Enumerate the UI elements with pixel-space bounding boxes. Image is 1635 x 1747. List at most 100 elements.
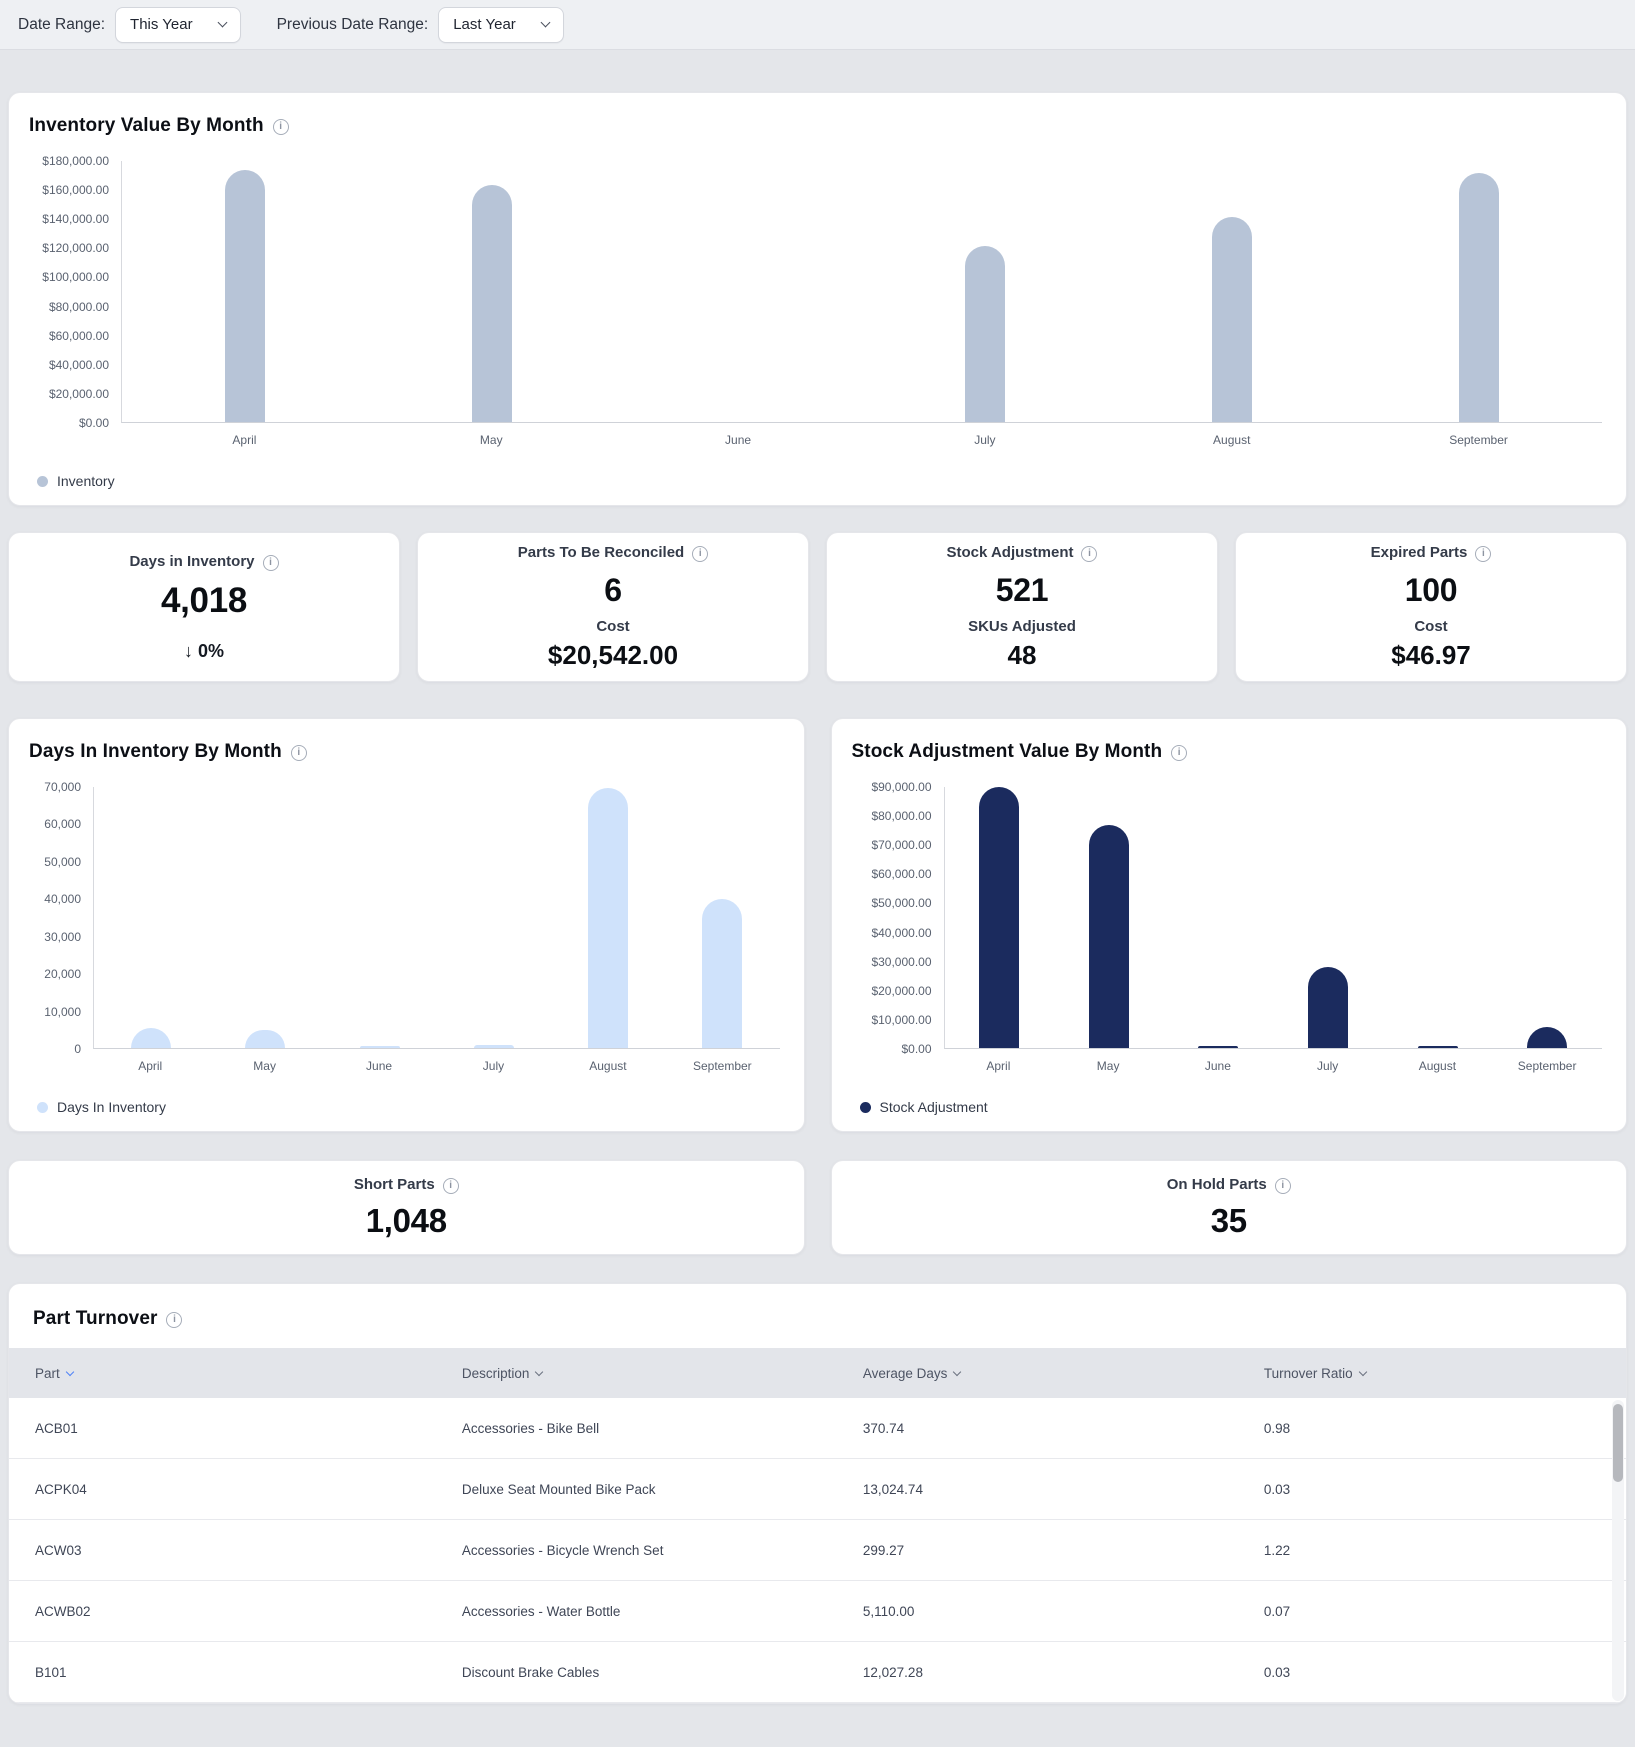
bar-april bbox=[225, 170, 266, 422]
bar-june bbox=[359, 1046, 400, 1048]
previous-date-range-select[interactable]: Last Year bbox=[438, 6, 564, 43]
kpi-label: On Hold Parts bbox=[1166, 1176, 1267, 1193]
bar-august bbox=[588, 787, 629, 1048]
chart-title: Days In Inventory By Month bbox=[29, 741, 282, 762]
x-label: April bbox=[232, 433, 257, 447]
info-icon[interactable] bbox=[1081, 545, 1098, 562]
y-tick-label: $10,000.00 bbox=[871, 1012, 932, 1027]
x-label: July bbox=[1316, 1059, 1339, 1073]
bar-july bbox=[1308, 966, 1349, 1048]
table-cell: B101 bbox=[35, 1664, 67, 1680]
info-icon[interactable] bbox=[290, 745, 307, 761]
table-scrollbar-thumb[interactable] bbox=[1613, 1404, 1623, 1482]
x-label: July bbox=[482, 1059, 505, 1073]
info-icon[interactable] bbox=[1274, 1177, 1291, 1194]
table-cell: 0.98 bbox=[1263, 1420, 1291, 1436]
chart-legend: Days In Inventory bbox=[29, 1099, 780, 1115]
kpi-value: 6 bbox=[604, 571, 622, 608]
x-label: August bbox=[589, 1059, 627, 1073]
bar-april bbox=[979, 787, 1020, 1048]
x-label: September bbox=[1517, 1059, 1577, 1073]
column-header-description[interactable]: Description bbox=[436, 1366, 837, 1381]
table-header-row: Part Description Average Days Turnover R… bbox=[9, 1348, 1626, 1398]
date-range-select[interactable]: This Year bbox=[115, 6, 241, 43]
inventory-value-chart-card: Inventory Value By Month $180,000.00 $160… bbox=[8, 92, 1627, 506]
y-tick-label: $80,000.00 bbox=[48, 299, 109, 314]
chevron-down-icon bbox=[540, 17, 551, 28]
table-title: Part Turnover bbox=[33, 1308, 158, 1329]
table-cell: Accessories - Bike Bell bbox=[461, 1420, 600, 1436]
x-label: August bbox=[1418, 1059, 1457, 1073]
kpi-delta: ↓ 0% bbox=[183, 640, 225, 661]
y-tick-label: 40,000 bbox=[44, 892, 81, 907]
part-turnover-table-body: ACB01 Accessories - Bike Bell 370.74 0.98 AC… bbox=[9, 1398, 1626, 1703]
y-tick-label: $180,000.00 bbox=[42, 154, 109, 168]
y-tick-label: $0.00 bbox=[901, 1042, 932, 1056]
y-tick-label: 60,000 bbox=[44, 817, 81, 832]
y-tick-label: 70,000 bbox=[44, 780, 81, 794]
kpi-parts-to-be-reconciled: Parts To Be Reconciled 6 Cost $20,542.00 bbox=[417, 532, 809, 682]
table-cell: Discount Brake Cables bbox=[461, 1664, 600, 1680]
x-label: May bbox=[1096, 1059, 1120, 1073]
kpi-value: 1,048 bbox=[365, 1201, 447, 1239]
table-cell: 0.07 bbox=[1263, 1603, 1291, 1619]
column-header-turnover-ratio[interactable]: Turnover Ratio bbox=[1238, 1366, 1626, 1381]
column-header-average-days[interactable]: Average Days bbox=[837, 1366, 1238, 1381]
x-label: May bbox=[253, 1059, 276, 1073]
table-row[interactable]: ACPK04 Deluxe Seat Mounted Bike Pack 13,02… bbox=[9, 1459, 1626, 1520]
table-cell: 12,027.28 bbox=[862, 1664, 923, 1680]
kpi-label: Parts To Be Reconciled bbox=[517, 544, 685, 561]
legend-label: Days In Inventory bbox=[57, 1099, 166, 1115]
y-tick-label: $80,000.00 bbox=[871, 809, 932, 824]
table-scrollbar[interactable] bbox=[1612, 1400, 1624, 1701]
info-icon[interactable] bbox=[1171, 745, 1188, 761]
x-label: September bbox=[1449, 433, 1508, 447]
kpi-value: 4,018 bbox=[160, 580, 248, 620]
table-row[interactable]: B101 Discount Brake Cables 12,027.28 0.03 bbox=[9, 1642, 1626, 1703]
stock-adjustment-chart: $90,000.00 $80,000.00 $70,000.00 $60,000.00… bbox=[852, 780, 1602, 1073]
filter-bar: Date Range: This Year Previous Date Rang… bbox=[0, 0, 1635, 50]
info-icon[interactable] bbox=[166, 1312, 183, 1328]
previous-date-range-label: Previous Date Range: bbox=[276, 15, 429, 33]
table-cell: 5,110.00 bbox=[862, 1603, 915, 1619]
bar-september bbox=[1458, 173, 1499, 422]
kpi-stock-adjustment: Stock Adjustment 521 SKUs Adjusted 48 bbox=[826, 532, 1218, 682]
info-icon[interactable] bbox=[272, 119, 289, 135]
y-tick-label: 10,000 bbox=[44, 1004, 81, 1019]
y-tick-label: $40,000.00 bbox=[871, 925, 932, 940]
legend-dot bbox=[859, 1101, 871, 1113]
kpi-expired-parts: Expired Parts 100 Cost $46.97 bbox=[1235, 532, 1627, 682]
table-row[interactable]: ACB01 Accessories - Bike Bell 370.74 0.98 bbox=[9, 1398, 1626, 1459]
kpi-sub-label: SKUs Adjusted bbox=[968, 617, 1076, 635]
table-row[interactable]: ACW03 Accessories - Bicycle Wrench Set 299… bbox=[9, 1520, 1626, 1581]
bar-september bbox=[702, 898, 743, 1048]
info-icon[interactable] bbox=[262, 554, 279, 571]
x-label: April bbox=[138, 1059, 163, 1073]
table-cell: 0.03 bbox=[1263, 1481, 1291, 1497]
legend-label: Inventory bbox=[57, 473, 115, 489]
y-tick-label: $90,000.00 bbox=[871, 780, 932, 794]
info-icon[interactable] bbox=[442, 1177, 459, 1194]
y-tick-label: $0.00 bbox=[78, 416, 109, 430]
info-icon[interactable] bbox=[1475, 545, 1492, 562]
chart-legend: Stock Adjustment bbox=[852, 1099, 1603, 1115]
table-cell: Deluxe Seat Mounted Bike Pack bbox=[461, 1481, 656, 1497]
table-cell: Accessories - Bicycle Wrench Set bbox=[461, 1542, 664, 1558]
y-tick-label: $160,000.00 bbox=[42, 183, 109, 198]
kpi-on-hold-parts: On Hold Parts 35 bbox=[830, 1160, 1627, 1255]
y-tick-label: $100,000.00 bbox=[42, 270, 109, 285]
x-label: September bbox=[692, 1059, 752, 1073]
column-header-part[interactable]: Part bbox=[9, 1366, 436, 1381]
kpi-label: Days in Inventory bbox=[129, 553, 255, 570]
y-tick-label: 20,000 bbox=[44, 967, 81, 982]
bar-august bbox=[1417, 1046, 1458, 1048]
table-cell: ACWB02 bbox=[35, 1603, 91, 1619]
table-cell: 299.27 bbox=[862, 1542, 905, 1558]
legend-dot bbox=[37, 1101, 48, 1113]
table-cell: ACW03 bbox=[35, 1542, 82, 1558]
info-icon[interactable] bbox=[692, 545, 709, 562]
table-row[interactable]: ACWB02 Accessories - Water Bottle 5,110.00… bbox=[9, 1581, 1626, 1642]
y-tick-label: $140,000.00 bbox=[42, 212, 109, 227]
kpi-label: Stock Adjustment bbox=[946, 544, 1074, 561]
x-label: July bbox=[974, 433, 996, 447]
